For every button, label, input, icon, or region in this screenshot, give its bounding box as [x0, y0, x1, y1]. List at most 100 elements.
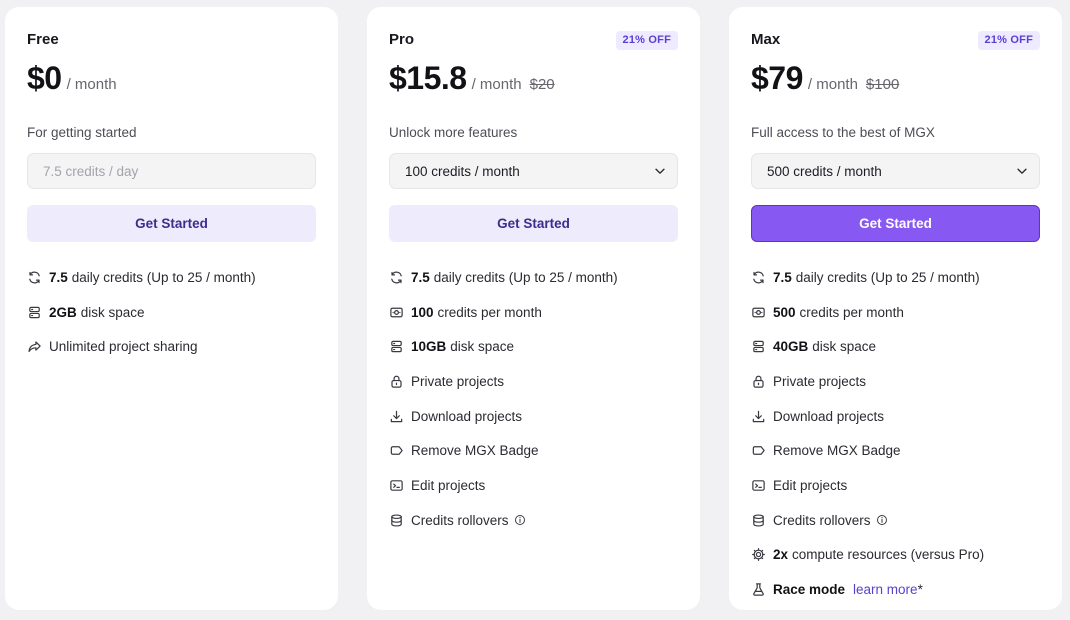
share-icon: [27, 339, 42, 354]
plan-price: $15.8: [389, 60, 467, 96]
terminal-icon: [751, 478, 766, 493]
plan-description: For getting started: [27, 125, 137, 140]
feature-highlight: 100: [411, 304, 434, 320]
lock-icon: [751, 374, 766, 389]
feature-text: daily credits (Up to 25 / month): [795, 269, 980, 285]
feature-item: Edit projects: [751, 468, 1040, 503]
feature-item: 7.5 daily credits (Up to 25 / month): [27, 260, 316, 295]
price-row: $79 / month $100: [751, 60, 1040, 98]
get-started-button[interactable]: Get Started: [27, 205, 316, 242]
feature-text: compute resources (versus Pro): [792, 547, 985, 563]
feature-item: Credits rollovers: [389, 503, 678, 538]
storage-icon: [389, 339, 404, 354]
feature-highlight: 7.5: [773, 269, 792, 285]
get-started-button[interactable]: Get Started: [751, 205, 1040, 242]
feature-highlight: Race mode: [773, 582, 846, 598]
credits-select[interactable]: 100 credits / month: [389, 153, 678, 189]
feature-highlight: 500: [773, 304, 796, 320]
plan-name: Pro: [389, 31, 415, 48]
feature-highlight: 2GB: [49, 304, 77, 320]
feature-text: Remove MGX Badge: [773, 443, 901, 459]
plan-card-pro: Pro 21% OFF $15.8 / month $20 Unlock mor…: [367, 7, 700, 610]
feature-highlight: 40GB: [773, 339, 809, 355]
info-icon[interactable]: [876, 514, 888, 526]
refresh-icon: [751, 270, 766, 285]
feature-item: Private projects: [389, 364, 678, 399]
credits-select-value: 7.5 credits / day: [43, 163, 139, 179]
feature-item: Race mode learn more *: [751, 572, 1040, 607]
credits-icon: [389, 305, 404, 320]
download-icon: [389, 409, 404, 424]
feature-item: 7.5 daily credits (Up to 25 / month): [751, 260, 1040, 295]
feature-text: Remove MGX Badge: [411, 443, 539, 459]
credits-select[interactable]: 500 credits / month: [751, 153, 1040, 189]
refresh-icon: [389, 270, 404, 285]
feature-text: credits per month: [437, 304, 542, 320]
credits-select-value: 100 credits / month: [405, 163, 520, 179]
plan-description: Full access to the best of MGX: [751, 125, 935, 140]
feature-highlight: 2x: [773, 547, 789, 563]
feature-item: Download projects: [751, 399, 1040, 434]
feature-text: daily credits (Up to 25 / month): [71, 269, 256, 285]
feature-item: 500 credits per month: [751, 295, 1040, 330]
discount-badge: 21% OFF: [615, 31, 678, 50]
feature-item: Remove MGX Badge: [389, 433, 678, 468]
feature-item: Credits rollovers: [751, 503, 1040, 538]
learn-more-link[interactable]: learn more: [853, 582, 918, 598]
plan-name: Max: [751, 31, 781, 48]
feature-text: Download projects: [411, 408, 523, 424]
feature-list: 7.5 daily credits (Up to 25 / month) 2GB di…: [27, 260, 316, 364]
feature-highlight: 7.5: [411, 269, 430, 285]
feature-item: Private projects: [751, 364, 1040, 399]
feature-item: Remove MGX Badge: [751, 433, 1040, 468]
feature-list: 7.5 daily credits (Up to 25 / month) 100 cr…: [389, 260, 678, 538]
feature-text: Edit projects: [411, 477, 486, 493]
price-row: $15.8 / month $20: [389, 60, 678, 98]
feature-item: 2x compute resources (versus Pro): [751, 538, 1040, 573]
storage-icon: [27, 305, 42, 320]
credits-select-value: 500 credits / month: [767, 163, 882, 179]
feature-text: Credits rollovers: [773, 512, 871, 528]
feature-highlight: 10GB: [411, 339, 447, 355]
feature-text: disk space: [812, 339, 877, 355]
feature-text: Credits rollovers: [411, 512, 509, 528]
feature-list: 7.5 daily credits (Up to 25 / month) 500 cr…: [751, 260, 1040, 607]
price-period: / month: [66, 76, 117, 93]
chevron-down-icon: [655, 168, 665, 174]
feature-highlight: 7.5: [49, 269, 68, 285]
footnote-asterisk: *: [917, 582, 923, 598]
feature-text: disk space: [80, 304, 145, 320]
feature-text: Unlimited project sharing: [49, 339, 198, 355]
feature-item: 40GB disk space: [751, 329, 1040, 364]
feature-text: Edit projects: [773, 477, 848, 493]
download-icon: [751, 409, 766, 424]
info-icon[interactable]: [514, 514, 526, 526]
feature-item: Download projects: [389, 399, 678, 434]
plan-name: Free: [27, 31, 59, 48]
price-period: / month: [807, 76, 858, 93]
tag-icon: [389, 443, 404, 458]
storage-icon: [751, 339, 766, 354]
feature-item: Unlimited project sharing: [27, 329, 316, 364]
feature-item: Edit projects: [389, 468, 678, 503]
credits-icon: [751, 305, 766, 320]
feature-item: 10GB disk space: [389, 329, 678, 364]
database-icon: [389, 513, 404, 528]
price-period: / month: [471, 76, 522, 93]
plan-card-free: Free $0 / month For getting started 7.5 …: [5, 7, 338, 610]
refresh-icon: [27, 270, 42, 285]
plan-header: Free: [27, 7, 316, 53]
discount-badge: 21% OFF: [977, 31, 1040, 50]
plan-header: Pro 21% OFF: [389, 7, 678, 53]
chevron-down-icon: [1017, 168, 1027, 174]
get-started-button[interactable]: Get Started: [389, 205, 678, 242]
feature-item: 2GB disk space: [27, 295, 316, 330]
lock-icon: [389, 374, 404, 389]
feature-text: Private projects: [773, 373, 867, 389]
original-price: $100: [865, 76, 900, 93]
plan-header: Max 21% OFF: [751, 7, 1040, 53]
plan-price: $79: [751, 60, 803, 96]
original-price: $20: [529, 76, 555, 93]
plan-card-max: Max 21% OFF $79 / month $100 Full access…: [729, 7, 1062, 610]
